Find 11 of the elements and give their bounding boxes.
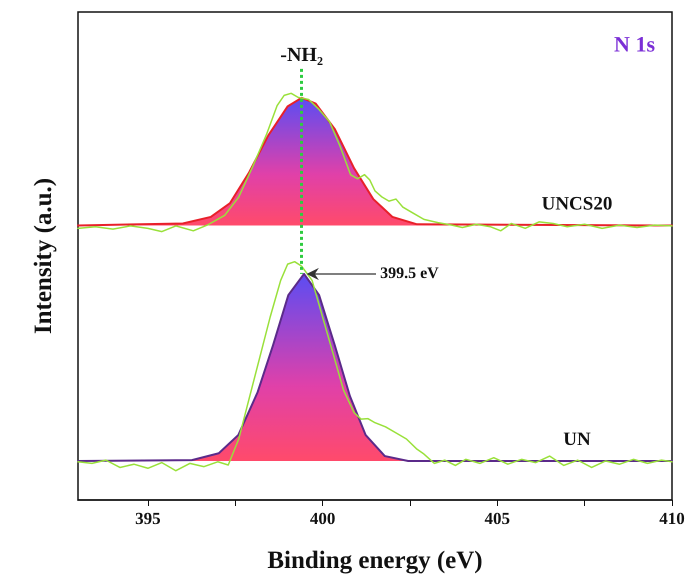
x-tick-label: 395 [135, 509, 161, 528]
series-label: UNCS20 [542, 194, 612, 214]
x-axis-title: Binding energy (eV) [267, 547, 483, 574]
series-label: UN [563, 428, 591, 450]
x-tick-label: 405 [484, 509, 510, 528]
chart-title: N 1s [614, 32, 656, 56]
x-tick-label: 400 [310, 509, 336, 528]
ref-line-label: -NH₂ [280, 44, 323, 66]
annotation: 399.5 eV [380, 264, 439, 284]
y-axis-title: Intensity (a.u.) [30, 178, 57, 334]
x-tick-label: 410 [659, 509, 685, 528]
